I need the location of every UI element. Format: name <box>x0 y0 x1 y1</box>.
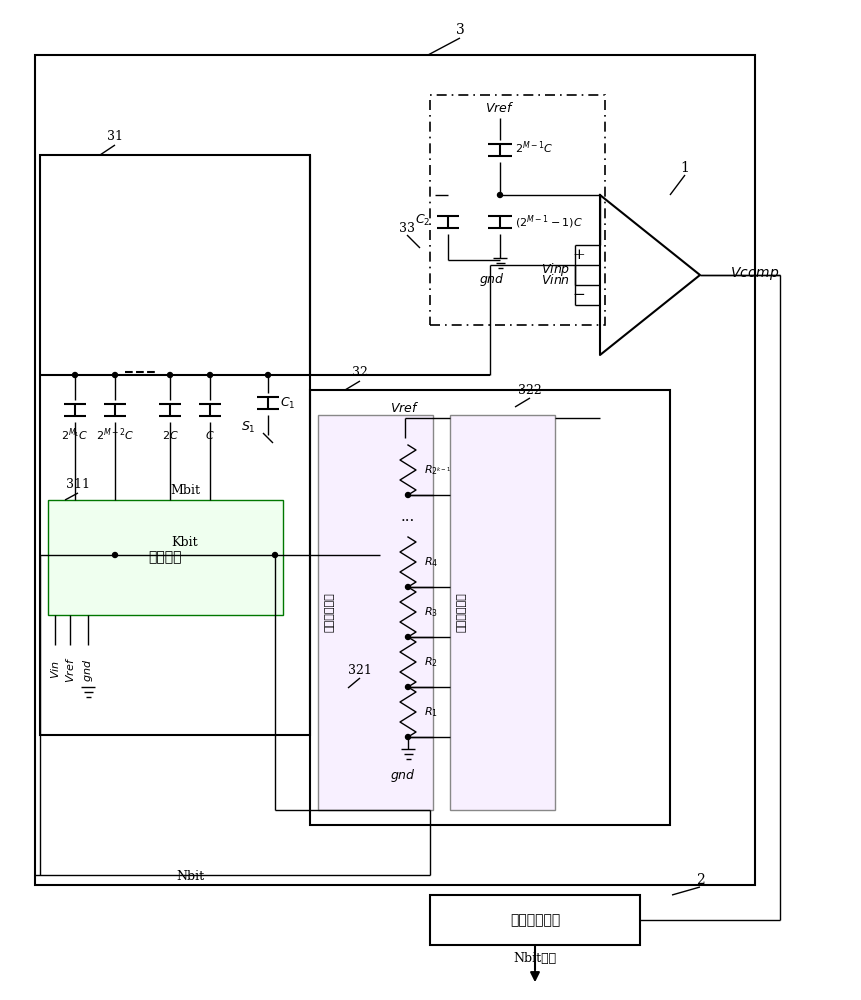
Circle shape <box>406 492 411 497</box>
Text: $C$: $C$ <box>205 429 215 441</box>
Text: 开关网络: 开关网络 <box>148 550 182 564</box>
Circle shape <box>498 192 503 198</box>
Text: $Vinp$: $Vinp$ <box>541 261 570 278</box>
Text: $2^{M-1}C$: $2^{M-1}C$ <box>515 140 554 156</box>
Text: 321: 321 <box>348 664 372 676</box>
Text: 2: 2 <box>696 873 704 887</box>
Text: $S_1$: $S_1$ <box>241 419 256 435</box>
Text: ...: ... <box>401 510 415 524</box>
Text: Nbit输出: Nbit输出 <box>513 952 556 964</box>
Circle shape <box>402 436 407 440</box>
Bar <box>310 390 670 825</box>
Text: $gnd$: $gnd$ <box>390 766 416 784</box>
Bar <box>318 415 433 810</box>
Text: Nbit: Nbit <box>176 870 204 884</box>
Text: $Vref$: $Vref$ <box>64 657 76 683</box>
Text: $Vcomp$: $Vcomp$ <box>730 264 779 282</box>
Circle shape <box>406 684 411 690</box>
Text: $gnd$: $gnd$ <box>479 271 505 288</box>
Text: 3: 3 <box>455 23 464 37</box>
Text: $C_2$: $C_2$ <box>415 212 430 228</box>
Circle shape <box>406 734 411 740</box>
Text: Kbit: Kbit <box>171 536 198 550</box>
Bar <box>430 95 605 325</box>
Text: $R_2$: $R_2$ <box>424 655 438 669</box>
Text: +: + <box>572 248 585 262</box>
Text: $R_1$: $R_1$ <box>424 705 438 719</box>
Circle shape <box>265 372 270 377</box>
Bar <box>450 415 555 810</box>
Text: $gnd$: $gnd$ <box>81 658 95 682</box>
Text: $Vin$: $Vin$ <box>49 661 61 679</box>
Text: $R_4$: $R_4$ <box>424 555 438 569</box>
Text: $Vref$: $Vref$ <box>486 101 515 115</box>
Text: 第二基制电路: 第二基制电路 <box>457 592 467 632</box>
Circle shape <box>406 635 411 640</box>
Text: 32: 32 <box>352 366 368 379</box>
Text: $(2^{M-1}-1)C$: $(2^{M-1}-1)C$ <box>515 213 583 231</box>
Text: $Vinn$: $Vinn$ <box>541 273 570 287</box>
Text: $Vref$: $Vref$ <box>390 401 419 415</box>
Circle shape <box>272 552 277 558</box>
Text: 第一基制电路: 第一基制电路 <box>325 592 335 632</box>
Circle shape <box>113 552 117 558</box>
Bar <box>35 55 755 885</box>
Text: 33: 33 <box>399 222 415 234</box>
Text: $2^{M_1}C$: $2^{M_1}C$ <box>61 427 89 443</box>
Circle shape <box>113 372 117 377</box>
Circle shape <box>168 372 172 377</box>
Text: Mbit: Mbit <box>170 484 200 496</box>
Text: $C_1$: $C_1$ <box>280 395 295 411</box>
Text: $R_3$: $R_3$ <box>424 605 438 619</box>
Circle shape <box>208 372 213 377</box>
Bar <box>48 500 283 615</box>
Text: 311: 311 <box>66 479 90 491</box>
Circle shape <box>406 584 411 589</box>
Text: $2^{M-2}C$: $2^{M-2}C$ <box>96 427 134 443</box>
Bar <box>430 895 640 945</box>
Circle shape <box>72 372 77 377</box>
Text: 逻辑控制单元: 逻辑控制单元 <box>510 913 561 927</box>
Text: $2C$: $2C$ <box>162 429 178 441</box>
Bar <box>40 155 310 735</box>
Text: 31: 31 <box>107 130 123 143</box>
Text: 1: 1 <box>680 161 690 175</box>
Text: −: − <box>572 288 585 302</box>
Text: 322: 322 <box>518 383 542 396</box>
Text: $R_{2^{k-1}}$: $R_{2^{k-1}}$ <box>424 463 451 477</box>
